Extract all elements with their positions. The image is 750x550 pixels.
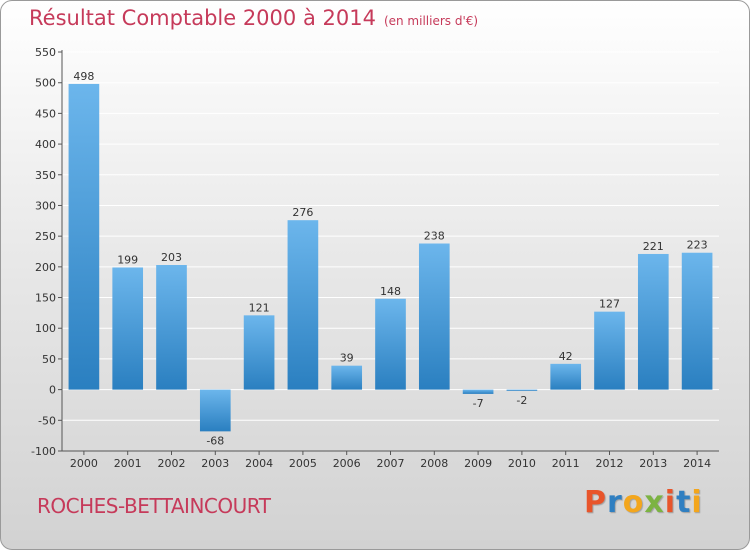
y-tick-label: 350: [35, 169, 56, 182]
logo-letter: i: [691, 485, 703, 520]
y-tick-label: 250: [35, 230, 56, 243]
bar-2010[interactable]: [506, 389, 538, 391]
data-labels: 498 199 203 -68 121 276 39 148 238 -7 -2 42 127 221 22…: [73, 70, 707, 447]
x-tick-label: 2000: [70, 457, 98, 470]
data-label: 498: [73, 70, 94, 83]
data-label: -68: [206, 434, 224, 447]
bar-2008[interactable]: [418, 243, 450, 390]
y-tick-label: 100: [35, 322, 56, 335]
x-tick-label: 2011: [552, 457, 580, 470]
bar-2014[interactable]: [681, 252, 713, 390]
y-tick-label: 200: [35, 261, 56, 274]
data-label: 238: [424, 230, 445, 243]
logo-letter: t: [676, 485, 692, 520]
y-tick-label: 400: [35, 138, 56, 151]
bar-2006[interactable]: [331, 365, 363, 390]
x-tick-label: 2014: [683, 457, 711, 470]
data-label: 203: [161, 251, 182, 264]
x-tick-label: 2008: [420, 457, 448, 470]
x-tick-label: 2010: [508, 457, 536, 470]
chart-title: Résultat Comptable 2000 à 2014 (en millie…: [29, 6, 478, 30]
data-label: 199: [117, 253, 138, 266]
x-tick-label: 2013: [639, 457, 667, 470]
bar-2012[interactable]: [594, 311, 625, 390]
logo-letter: r: [607, 485, 623, 520]
x-tick-label: 2003: [201, 457, 229, 470]
y-tick-label: 50: [42, 353, 56, 366]
data-label: 148: [380, 285, 401, 298]
logo-letter: P: [584, 485, 607, 520]
y-tick-label: 550: [35, 46, 56, 59]
x-tick-label: 2012: [596, 457, 624, 470]
bar-2001[interactable]: [112, 267, 144, 390]
bar-2005[interactable]: [287, 220, 319, 390]
data-label: 221: [643, 240, 664, 253]
bar-2003[interactable]: [199, 389, 231, 432]
data-label: 121: [249, 301, 270, 314]
x-tick-label: 2006: [333, 457, 361, 470]
data-label: 42: [559, 350, 573, 363]
bar-2000[interactable]: [68, 83, 100, 390]
y-tick-label: 500: [35, 77, 56, 90]
x-tick-label: 2005: [289, 457, 317, 470]
x-tick-label: 2009: [464, 457, 492, 470]
commune-name: ROCHES-BETTAINCOURT: [37, 494, 271, 518]
logo-letter: o: [622, 485, 645, 520]
bar-2011[interactable]: [550, 363, 582, 390]
data-label: 39: [340, 352, 354, 365]
data-label: 276: [292, 206, 313, 219]
data-label: 223: [687, 239, 708, 252]
logo-letter: i: [664, 485, 677, 520]
chart-subtitle: (en milliers d'€): [383, 14, 479, 28]
proxiti-logo[interactable]: Proxiti: [584, 485, 703, 520]
y-axis: -100 -50 0 50 100 150 200 250 300 350 400 450 500 550: [31, 46, 63, 458]
x-tick-label: 2002: [158, 457, 186, 470]
x-tick-label: 2001: [114, 457, 142, 470]
x-tick-label: 2004: [245, 457, 273, 470]
y-tick-label: -100: [31, 445, 56, 458]
x-tick-label: 2007: [377, 457, 405, 470]
y-tick-label: -50: [38, 414, 56, 427]
logo-letter: x: [644, 485, 665, 520]
bar-2007[interactable]: [375, 298, 406, 390]
x-axis: 2000 2001 2002 2003 2004 2005 2006 2007 2008 2009…: [62, 450, 719, 470]
data-label: -7: [473, 397, 484, 410]
bars: [68, 83, 713, 432]
y-tick-label: 450: [35, 107, 56, 120]
y-tick-label: 300: [35, 199, 56, 212]
bar-2013[interactable]: [637, 253, 669, 390]
data-label: -2: [516, 394, 527, 407]
data-label: 127: [599, 298, 620, 311]
bar-2002[interactable]: [156, 265, 187, 390]
bar-2009[interactable]: [462, 389, 494, 394]
bar-2004[interactable]: [243, 315, 275, 390]
title-text: Résultat Comptable 2000 à 2014: [29, 6, 376, 30]
y-tick-label: 150: [35, 292, 56, 305]
y-tick-label: 0: [49, 384, 56, 397]
